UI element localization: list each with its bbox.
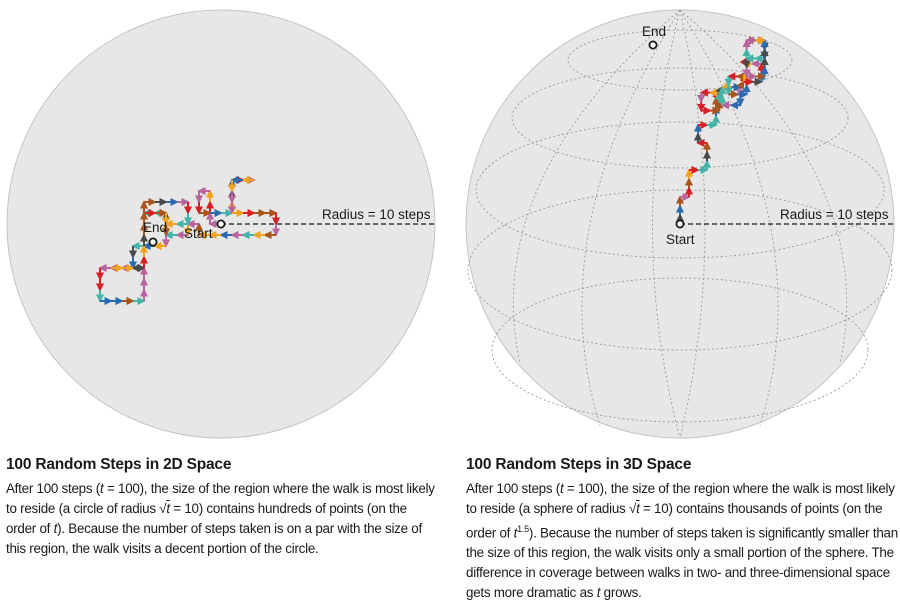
walk-2d-path — [95, 175, 281, 306]
caption-3d-title: 100 Random Steps in 3D Space — [466, 456, 692, 473]
sphere-gridlines — [467, 9, 893, 439]
caption-3d-body: After 100 steps (t = 100), the size of t… — [466, 481, 898, 601]
walk-3d-path — [675, 36, 769, 224]
caption-3d: 100 Random Steps in 3D Space After 100 s… — [466, 456, 898, 603]
caption-2d-body: After 100 steps (t = 100), the size of t… — [6, 481, 435, 556]
caption-2d: 100 Random Steps in 2D Space After 100 s… — [6, 456, 438, 559]
circle-2d-figure: Radius = 10 steps Start End — [6, 9, 437, 439]
end-label: End — [143, 220, 167, 235]
sphere-3d-figure: Radius = 10 steps Start End — [465, 9, 895, 439]
start-marker — [216, 219, 226, 229]
radius-label: Radius = 10 steps — [322, 207, 431, 222]
start-marker — [675, 219, 685, 229]
end-marker — [148, 237, 158, 247]
end-label: End — [642, 24, 666, 39]
end-marker — [648, 40, 658, 50]
caption-2d-title: 100 Random Steps in 2D Space — [6, 456, 232, 473]
start-label: Start — [666, 232, 695, 247]
panel-3d: Radius = 10 steps Start End 100 Random S… — [450, 0, 900, 609]
panel-2d: Radius = 10 steps Start End 100 Random S… — [6, 9, 438, 559]
radius-label: Radius = 10 steps — [780, 207, 889, 222]
start-label: Start — [184, 226, 213, 241]
